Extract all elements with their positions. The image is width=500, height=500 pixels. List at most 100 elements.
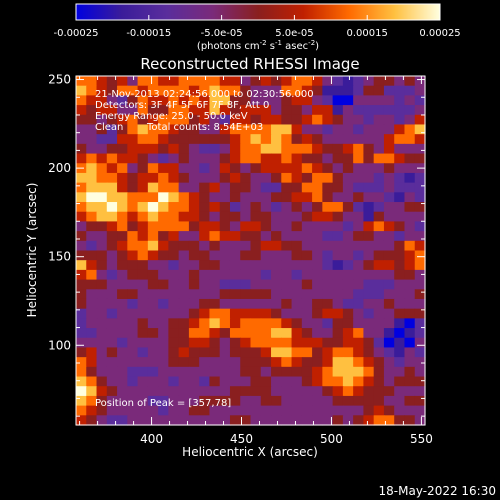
- heatmap-cell: [209, 182, 221, 193]
- heatmap-cell: [301, 163, 313, 174]
- heatmap-cell: [250, 231, 262, 242]
- heatmap-cell: [229, 289, 241, 300]
- heatmap-cell: [271, 395, 282, 407]
- heatmap-cell: [312, 105, 323, 116]
- heatmap-cell: [137, 105, 149, 116]
- heatmap-cell: [250, 386, 262, 397]
- heatmap-cell: [147, 163, 159, 174]
- heatmap-cell: [209, 143, 221, 155]
- heatmap-cell: [404, 376, 416, 387]
- heatmap-cell: [322, 202, 334, 213]
- heatmap-cell: [301, 279, 313, 290]
- heatmap-cell: [301, 328, 313, 339]
- heatmap-cell: [373, 318, 385, 329]
- heatmap-cell: [96, 250, 108, 261]
- heatmap-cell: [404, 182, 416, 193]
- heatmap-cell: [301, 240, 313, 252]
- heatmap-cell: [312, 260, 323, 271]
- heatmap-cell: [394, 163, 406, 174]
- heatmap-cell: [178, 134, 190, 145]
- heatmap-cell: [383, 105, 395, 116]
- heatmap-cell: [158, 231, 169, 242]
- heatmap-cell: [291, 105, 303, 116]
- heatmap-cell: [260, 308, 272, 319]
- heatmap-cell: [342, 134, 354, 145]
- heatmap-cell: [158, 328, 169, 339]
- heatmap-cell: [209, 298, 221, 310]
- heatmap-cell: [168, 143, 180, 155]
- heatmap-cell: [373, 153, 385, 164]
- heatmap-cell: [199, 124, 211, 135]
- heatmap-cell: [117, 386, 128, 397]
- heatmap-cell: [404, 202, 416, 213]
- heatmap-cell: [383, 211, 395, 223]
- heatmap-cell: [117, 240, 128, 252]
- heatmap-cell: [219, 221, 231, 232]
- heatmap-cell: [373, 250, 385, 261]
- heatmap-cell: [353, 202, 365, 213]
- heatmap-cell: [312, 231, 323, 242]
- heatmap-cell: [106, 279, 118, 290]
- heatmap-cell: [414, 143, 426, 155]
- heatmap-cell: [322, 231, 334, 242]
- heatmap-cell: [199, 337, 211, 349]
- heatmap-cell: [96, 134, 108, 145]
- colorbar-gradient: [75, 3, 441, 21]
- heatmap-cell: [414, 308, 426, 319]
- heatmap-cell: [312, 347, 323, 358]
- heatmap-cell: [342, 415, 354, 426]
- heatmap-cell: [147, 289, 159, 300]
- heatmap-cell: [322, 279, 334, 290]
- heatmap-cell: [281, 134, 293, 145]
- heatmap-cell: [342, 357, 354, 368]
- heatmap-cell: [209, 357, 221, 368]
- heatmap-cell: [199, 395, 211, 407]
- heatmap-cell: [106, 124, 118, 135]
- heatmap-cell: [86, 105, 98, 116]
- heatmap-cell: [414, 366, 426, 378]
- heatmap-cell: [281, 318, 293, 329]
- heatmap-cell: [199, 405, 211, 416]
- heatmap-cell: [250, 192, 262, 203]
- heatmap-cell: [168, 76, 180, 87]
- heatmap-cell: [147, 211, 159, 223]
- heatmap-cell: [312, 202, 323, 213]
- heatmap-cell: [332, 221, 344, 232]
- heatmap-cell: [250, 163, 262, 174]
- heatmap-cell: [76, 405, 87, 416]
- heatmap-cell: [76, 76, 87, 87]
- heatmap-cell: [332, 163, 344, 174]
- heatmap-cell: [219, 240, 231, 252]
- heatmap-cell: [188, 240, 200, 252]
- heatmap-cell: [127, 76, 139, 87]
- colorbar-tick-label: -0.00025: [54, 28, 99, 39]
- heatmap-cell: [127, 289, 139, 300]
- heatmap-cell: [394, 240, 406, 252]
- heatmap-cell: [209, 85, 221, 96]
- heatmap-cell: [250, 202, 262, 213]
- heatmap-cell: [158, 376, 169, 387]
- heatmap-cell: [127, 328, 139, 339]
- heatmap-cell: [117, 357, 128, 368]
- heatmap-cell: [271, 240, 282, 252]
- heatmap-cell: [209, 114, 221, 126]
- heatmap-cell: [312, 192, 323, 203]
- heatmap-cell: [414, 386, 426, 397]
- x-tick-label: 450: [230, 432, 253, 446]
- heatmap-cell: [250, 153, 262, 164]
- heatmap-cell: [106, 347, 118, 358]
- heatmap-cell: [188, 347, 200, 358]
- heatmap-cell: [312, 250, 323, 261]
- heatmap-cell: [147, 95, 159, 106]
- heatmap-cell: [137, 124, 149, 135]
- heatmap-cell: [106, 192, 118, 203]
- heatmap-cell: [158, 124, 169, 135]
- heatmap-cell: [168, 376, 180, 387]
- heatmap-cell: [188, 318, 200, 329]
- heatmap-cell: [168, 250, 180, 261]
- colorbar-tick-label: 0.00025: [419, 28, 460, 39]
- heatmap-cell: [353, 143, 365, 155]
- heatmap-cell: [147, 134, 159, 145]
- heatmap-cell: [332, 105, 344, 116]
- heatmap-cell: [322, 318, 334, 329]
